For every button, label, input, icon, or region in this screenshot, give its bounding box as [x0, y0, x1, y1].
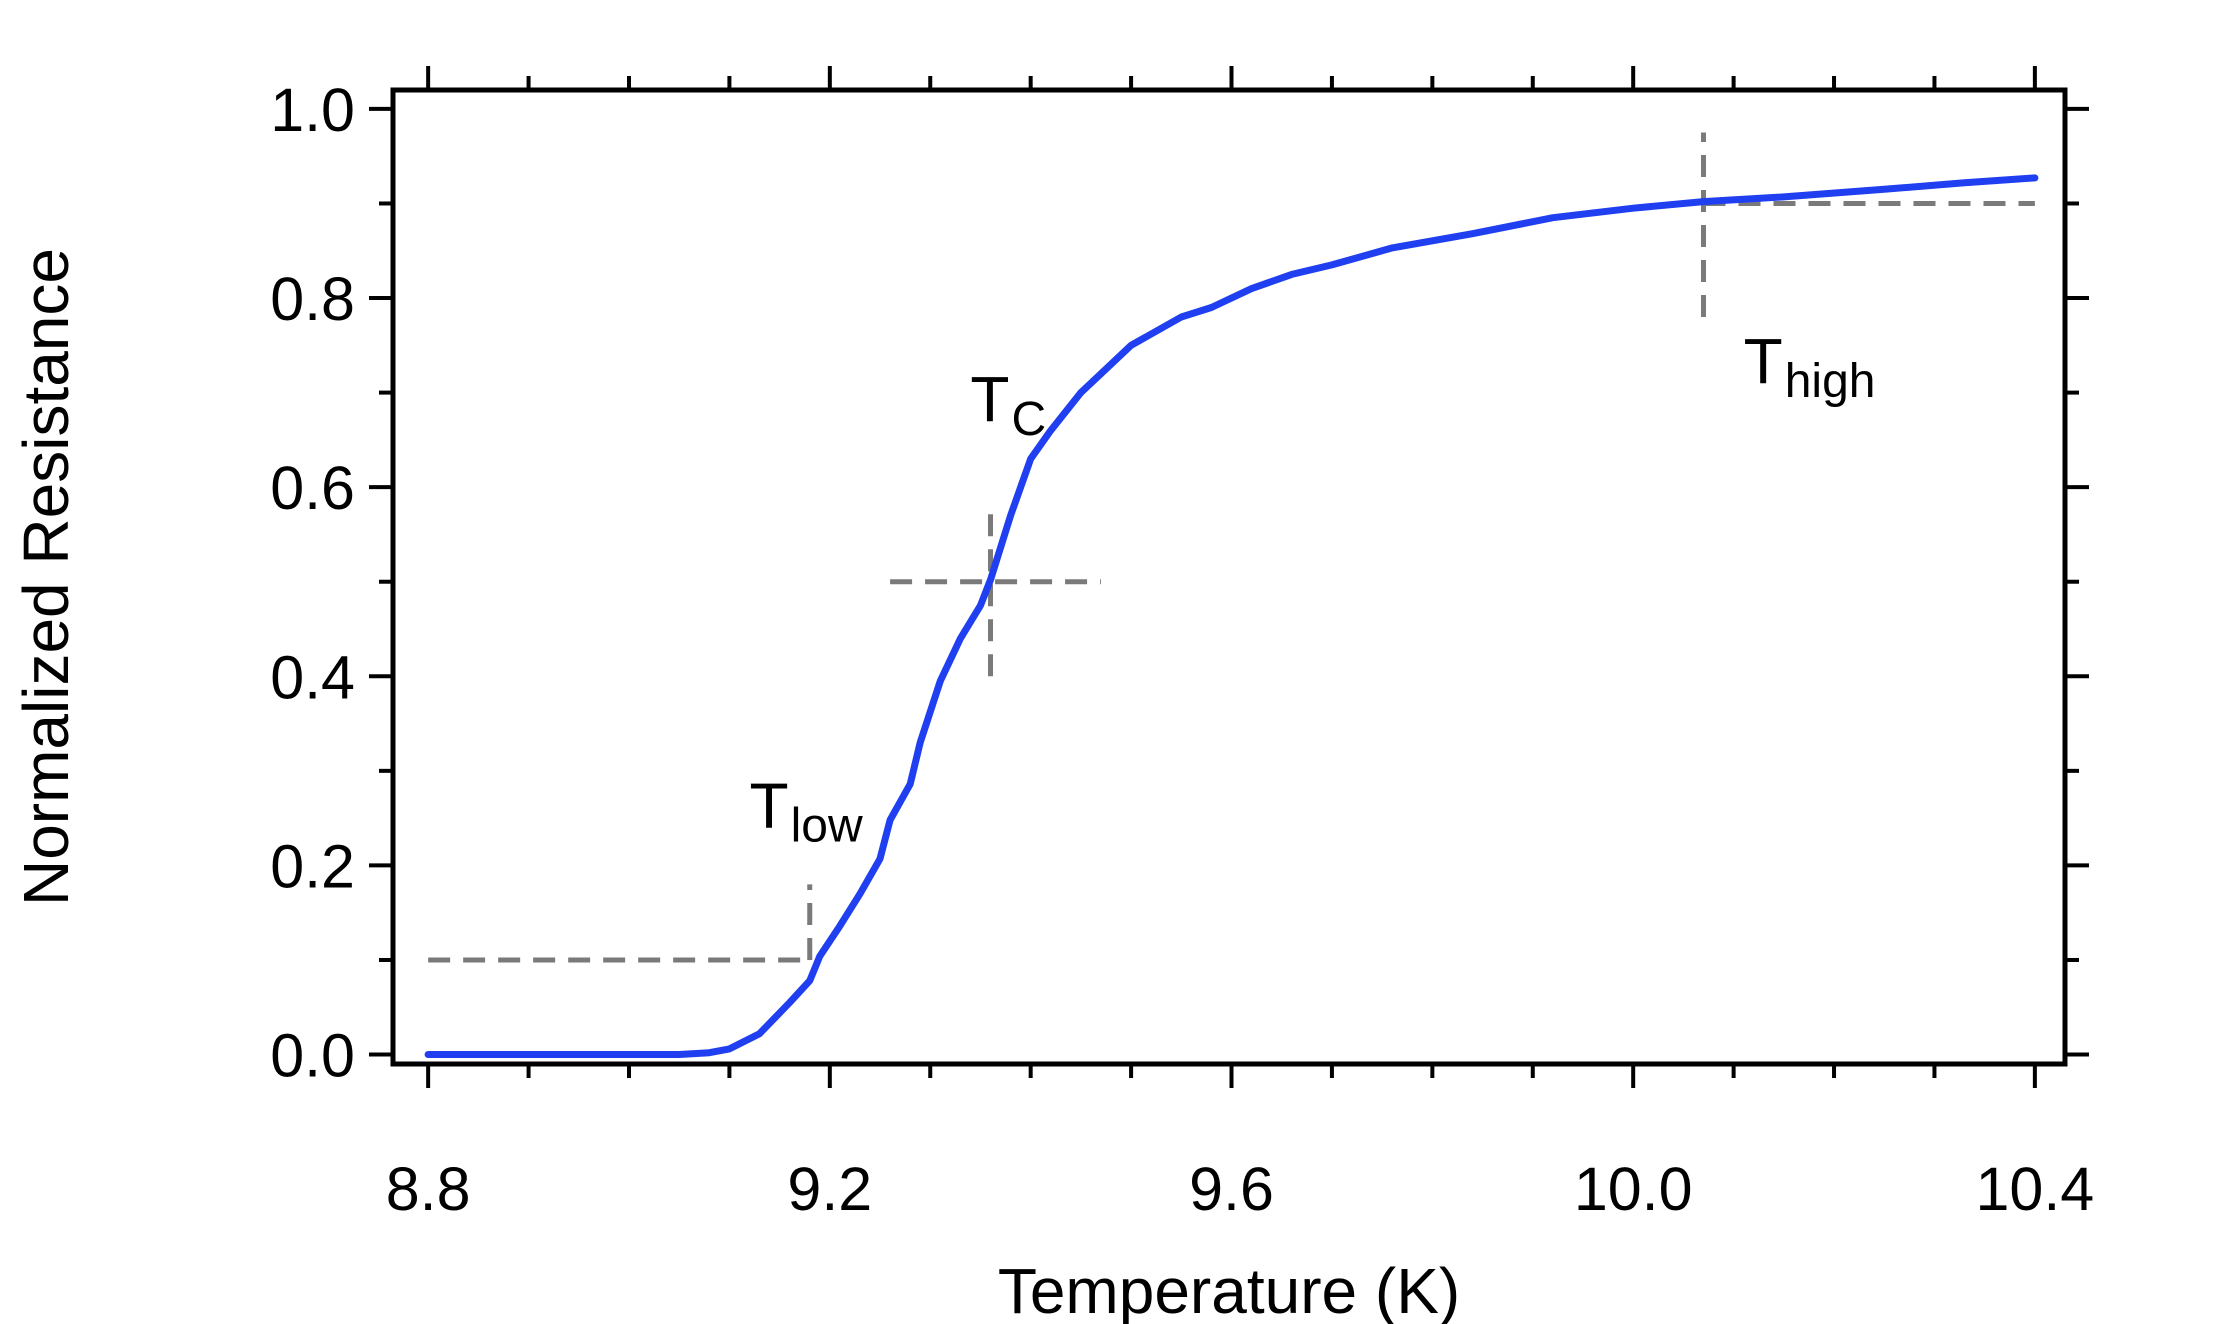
annotation-main: T: [1744, 325, 1783, 397]
annotation-subscript: C: [1012, 393, 1047, 446]
y-tick-label: 0.4: [270, 643, 355, 711]
x-tick-label: 9.6: [1189, 1155, 1274, 1223]
annotation-t-high: Thigh: [1744, 325, 1876, 408]
x-axis-title: Temperature (K): [998, 1255, 1460, 1324]
y-tick-label: 0.0: [270, 1022, 355, 1090]
reference-lines: [428, 132, 2035, 963]
x-tick-label: 10.4: [1976, 1155, 2095, 1223]
x-tick-label: 8.8: [386, 1155, 471, 1223]
annotation-main: T: [970, 363, 1009, 435]
y-tick-label: 0.8: [270, 265, 355, 333]
axis-ticks: [369, 66, 2089, 1088]
x-tick-label: 10.0: [1574, 1155, 1693, 1223]
annotation-subscript: low: [791, 800, 863, 853]
y-axis-title: Normalized Resistance: [10, 248, 82, 906]
annotation-t-low: Tlow: [749, 770, 862, 853]
annotation-main: T: [749, 770, 788, 842]
y-tick-label: 1.0: [270, 76, 355, 144]
resistance-curve: [424, 174, 2039, 1058]
axis-tick-labels: 8.8 9.2 9.6 10.0 10.4 0.0 0.2 0.4 0.6 0.8 1.0: [270, 76, 2094, 1223]
y-tick-label: 0.6: [270, 454, 355, 522]
plot-frame: [390, 87, 2068, 1067]
y-tick-label: 0.2: [270, 832, 355, 900]
annotation-subscript: high: [1785, 355, 1876, 408]
annotation-t-c: TC: [970, 363, 1046, 446]
x-tick-label: 9.2: [787, 1155, 872, 1223]
